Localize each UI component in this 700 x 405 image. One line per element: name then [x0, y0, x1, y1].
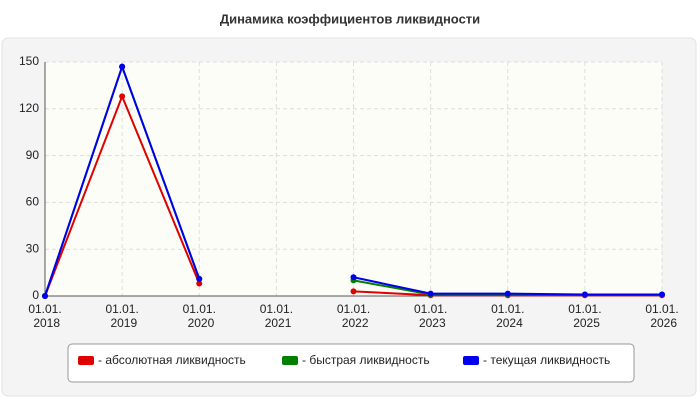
y-tick-label: 150: [19, 54, 39, 68]
data-point: [581, 291, 588, 298]
data-point: [427, 290, 434, 297]
x-tick-label: 01.01. 2021: [260, 302, 293, 330]
data-point: [196, 280, 203, 287]
data-point: [42, 293, 48, 299]
x-tick-label: 01.01. 2023: [414, 302, 447, 330]
y-tick-label: 120: [19, 101, 39, 115]
x-tick-label: 01.01. 2020: [183, 302, 216, 330]
legend-swatch: [78, 356, 94, 365]
legend-label: - абсолютная ликвидность: [98, 353, 246, 367]
data-point: [119, 93, 126, 100]
y-tick-label: 90: [26, 148, 40, 162]
data-point: [119, 63, 126, 70]
data-point: [350, 274, 357, 281]
x-tick-label: 01.01. 2026: [645, 302, 678, 330]
data-point: [196, 275, 203, 282]
y-tick-label: 60: [26, 195, 40, 209]
legend-swatch: [282, 356, 298, 365]
data-point: [350, 288, 357, 295]
legend-label: - текущая ликвидность: [483, 353, 610, 367]
x-tick-label: 01.01. 2024: [491, 302, 524, 330]
y-tick-label: 0: [32, 288, 39, 302]
x-tick-label: 01.01. 2022: [337, 302, 370, 330]
legend-box: [67, 343, 635, 383]
x-tick-label: 01.01. 2025: [568, 302, 601, 330]
y-tick-label: 30: [26, 241, 40, 255]
data-point: [659, 291, 665, 298]
data-point: [504, 290, 511, 297]
legend-label: - быстрая ликвидность: [302, 353, 430, 367]
x-tick-label: 01.01. 2018: [28, 302, 61, 330]
chart-title: Динамика коэффициентов ликвидности: [220, 11, 480, 26]
x-tick-label: 01.01. 2019: [105, 302, 138, 330]
legend-swatch: [463, 356, 479, 365]
